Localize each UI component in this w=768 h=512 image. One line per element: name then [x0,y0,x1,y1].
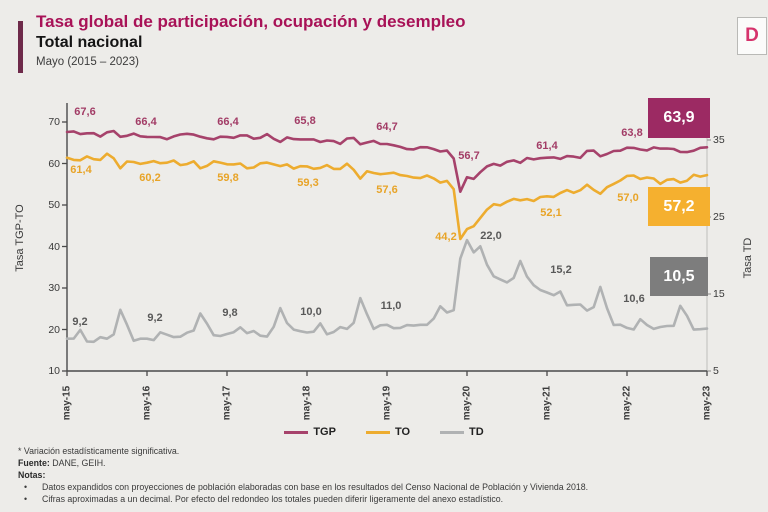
notes-label: Notas: [18,470,46,480]
tgp-line-swatch [284,430,309,434]
source-text: DANE, GEIH. [52,458,106,468]
note-item-1: • Datos expandidos con proyecciones de p… [24,482,589,492]
legend-label-tgp: TGP [313,426,336,438]
series-line-td [65,238,709,344]
footer-notes: * Variación estadísticamente significati… [18,445,748,505]
data-label-to: 59,3 [297,177,319,190]
data-label-to: 61,4 [70,163,92,176]
x-axis-label: may-19 [381,385,393,421]
final-value-box-tgp: 63,9 [648,98,710,138]
legend-item-td: TD [440,426,484,438]
x-axis-label: may-21 [541,385,553,421]
data-label-to: 57,6 [376,184,398,197]
data-label-td: 10,6 [623,292,645,305]
series-line-tgp [65,129,709,193]
data-label-td: 11,0 [380,299,402,312]
x-axis-label: may-22 [621,385,633,421]
left-axis-tick-label: 20 [48,323,60,336]
x-axis-label: may-18 [301,385,313,421]
dane-logo-letter: D [745,25,759,46]
series-line-to [65,152,709,241]
left-axis-tick-label: 50 [48,199,60,211]
data-label-tgp: 61,4 [536,139,558,152]
x-axis-label: may-23 [701,385,713,421]
left-axis-tick-label: 70 [48,116,60,128]
data-label-tgp: 65,8 [294,115,316,128]
page-subtitle: Total nacional [36,34,143,51]
final-value-box-to: 57,2 [648,187,710,226]
source-label: Fuente: [18,458,50,468]
td-line-swatch [440,430,465,434]
right-axis-tick-label: 25 [713,211,725,223]
data-label-tgp: 64,7 [376,120,398,133]
page-title: Tasa global de participación, ocupación … [36,12,466,31]
data-label-tgp: 67,6 [74,105,96,118]
right-axis-tick-label: 15 [713,288,725,300]
legend-item-to: TO [365,426,411,438]
data-label-tgp: 66,4 [135,115,157,128]
data-label-tgp: 56,7 [458,150,480,163]
data-label-to: 44,2 [435,231,457,244]
data-label-to: 57,0 [617,191,639,204]
title-accent-bar [18,21,23,73]
note-text-2: Cifras aproximadas a un decimal. Por efe… [42,494,504,504]
right-axis-tick-label: 35 [713,134,725,146]
final-value-box-td: 10,5 [650,257,708,296]
data-label-td: 9,8 [222,307,238,320]
source-line: Fuente: DANE, GEIH. [18,457,748,469]
data-label-td: 9,2 [147,311,163,324]
x-axis-label: may-20 [461,385,473,421]
data-label-td: 15,2 [550,264,572,277]
note-text-1: Datos expandidos con proyecciones de pob… [42,482,589,492]
left-axis-tick-label: 30 [48,282,60,294]
right-axis-tick-label: 5 [713,365,719,377]
x-axis-label: may-16 [141,385,153,421]
data-label-td: 9,2 [72,315,88,328]
to-line-swatch [365,430,390,434]
legend-label-td: TD [469,426,484,438]
dane-logo: D [737,17,767,55]
right-axis-title: Tasa TD [742,237,754,279]
data-label-tgp: 66,4 [217,115,239,128]
data-label-td: 22,0 [480,230,502,243]
left-axis-tick-label: 10 [48,365,60,377]
data-label-to: 60,2 [139,171,161,184]
legend-label-to: TO [394,426,411,438]
note-item-2: • Cifras aproximadas a un decimal. Por e… [24,494,504,504]
legend: TGP TO TD [0,426,768,438]
left-axis-title: Tasa TGP-TO [14,204,26,272]
period-label: Mayo (2015 – 2023) [36,56,139,68]
left-axis-tick-label: 60 [48,157,60,170]
x-axis-label: may-15 [61,385,73,421]
data-label-to: 52,1 [540,207,562,220]
data-label-td: 10,0 [300,305,322,318]
x-axis-label: may-17 [221,385,233,421]
significance-note: * Variación estadísticamente significati… [18,446,180,456]
data-label-to: 59,8 [217,172,239,185]
data-label-tgp: 63,8 [621,126,643,139]
left-axis-tick-label: 40 [48,240,60,253]
legend-item-tgp: TGP [284,426,336,438]
